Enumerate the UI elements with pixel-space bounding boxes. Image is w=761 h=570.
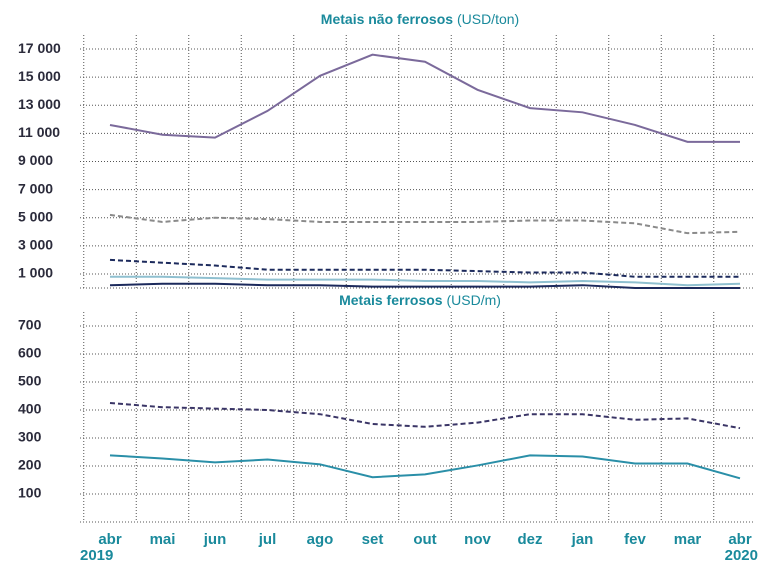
x-tick-label: set <box>362 531 384 548</box>
title: Metais ferrosos <box>339 292 443 308</box>
y-tick-label: 100 <box>18 485 42 501</box>
y-tick-label: 200 <box>18 457 42 473</box>
chart-title: Metais não ferrosos (USD/ton) <box>321 11 519 27</box>
y-tick-label: 600 <box>18 345 42 361</box>
y-tick-label: 13 000 <box>18 96 61 112</box>
year-label: 2019 <box>80 547 113 564</box>
series-line <box>109 258 740 278</box>
x-tick-label: fev <box>624 531 646 548</box>
y-tick-label: 5 000 <box>18 208 53 224</box>
y-tick-label: 7 000 <box>18 180 53 196</box>
x-tick-label: ago <box>307 531 334 548</box>
y-tick-label: 9 000 <box>18 152 53 168</box>
series-line <box>109 282 740 289</box>
y-tick-label: 700 <box>18 317 42 333</box>
title-unit: (USD/ton) <box>457 11 519 27</box>
x-tick-label: nov <box>464 531 491 548</box>
title: Metais não ferrosos <box>321 11 453 27</box>
x-tick-label: abr <box>98 531 122 548</box>
y-tick-label: 400 <box>18 401 42 417</box>
x-tick-label: out <box>413 531 436 548</box>
y-tick-label: 1 000 <box>18 265 53 281</box>
y-tick-label: 15 000 <box>18 68 61 84</box>
series-line <box>110 275 741 287</box>
y-tick-label: 11 000 <box>18 124 60 140</box>
y-tick-label: 300 <box>18 429 42 445</box>
x-tick-label: mai <box>150 531 176 548</box>
y-tick-label: 500 <box>18 373 42 389</box>
x-tick-label: jul <box>258 531 277 548</box>
x-tick-label: abr <box>728 531 752 548</box>
x-tick-label: jun <box>203 531 227 548</box>
series-line <box>109 213 741 235</box>
series-line <box>109 402 741 430</box>
x-tick-label: dez <box>517 531 542 548</box>
year-label: 2020 <box>725 547 758 564</box>
series-line <box>109 53 740 143</box>
series-line <box>109 454 741 480</box>
y-tick-label: 3 000 <box>18 237 53 253</box>
x-tick-label: mar <box>674 531 702 548</box>
chart-title: Metais ferrosos (USD/m) <box>339 292 501 308</box>
title-unit: (USD/m) <box>446 292 500 308</box>
x-tick-label: jan <box>571 531 594 548</box>
y-tick-label: 17 000 <box>18 40 61 56</box>
